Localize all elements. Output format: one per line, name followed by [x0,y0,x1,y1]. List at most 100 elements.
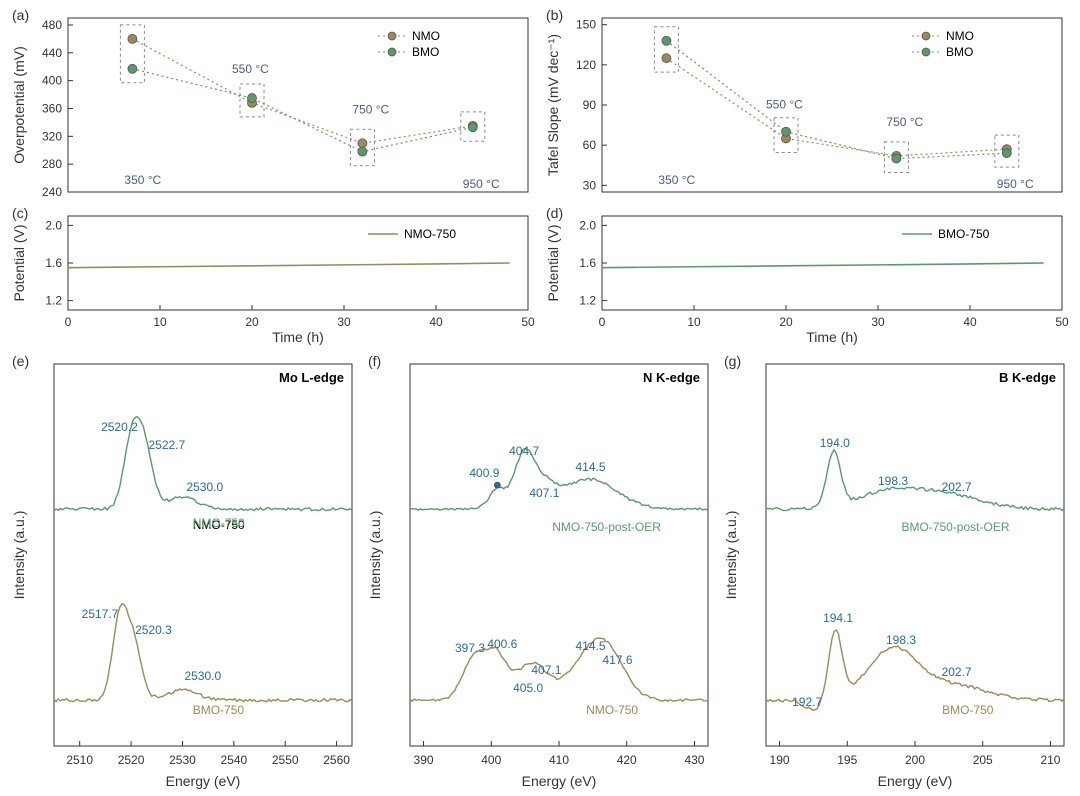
svg-text:1.2: 1.2 [45,294,62,308]
svg-text:400: 400 [42,74,62,88]
svg-text:Potential (V): Potential (V) [11,224,27,301]
svg-text:BMO-750: BMO-750 [942,703,994,717]
svg-text:350 °C: 350 °C [658,173,695,187]
svg-text:30: 30 [583,178,597,192]
svg-text:480: 480 [42,18,62,32]
svg-text:210: 210 [1040,753,1060,767]
svg-text:950 °C: 950 °C [997,177,1034,191]
svg-text:404.7: 404.7 [509,444,539,458]
svg-text:0: 0 [599,315,606,329]
svg-text:2530: 2530 [169,753,196,767]
svg-text:120: 120 [576,58,596,72]
svg-text:2520.3: 2520.3 [135,623,172,637]
bottom-grid: 2510 2520 2530 2540 2550 2560 Intensity (a.u.)… [0,352,1080,792]
svg-text:NMO-750: NMO-750 [404,227,456,241]
svg-text:(a): (a) [12,7,29,23]
svg-text:2.0: 2.0 [45,218,62,232]
svg-text:Intensity (a.u.): Intensity (a.u.) [367,511,383,600]
svg-text:2560: 2560 [323,753,350,767]
svg-text:194.0: 194.0 [820,436,850,450]
svg-text:10: 10 [153,315,167,329]
svg-text:550 °C: 550 °C [766,97,803,111]
panel-g: 190195200205210Intensity (a.u.)Energy (e… [718,352,1074,792]
svg-text:NMO: NMO [946,29,974,43]
svg-text:NMO-750: NMO-750 [586,703,638,717]
svg-text:407.1: 407.1 [531,663,561,677]
svg-text:2.0: 2.0 [579,218,596,232]
svg-text:Potential (V): Potential (V) [545,224,561,301]
svg-text:BMO-750: BMO-750 [193,703,245,717]
svg-text:400.9: 400.9 [469,466,499,480]
svg-text:30: 30 [337,315,351,329]
svg-text:BMO: BMO [946,45,973,59]
svg-text:360: 360 [42,101,62,115]
svg-text:20: 20 [245,315,259,329]
panel-a: 240280320360400440480350 °C550 °C750 °C9… [6,6,540,206]
svg-text:Energy (eV): Energy (eV) [166,773,241,789]
svg-text:2520.2: 2520.2 [101,420,138,434]
svg-text:195: 195 [837,753,857,767]
panel-d: 1.21.62.001020304050BMO-750Potential (V)… [540,206,1074,346]
svg-text:50: 50 [521,315,535,329]
svg-text:410: 410 [549,753,569,767]
svg-text:397.3: 397.3 [455,641,485,655]
svg-text:1.6: 1.6 [579,256,596,270]
panel-e: 2510 2520 2530 2540 2550 2560 Intensity (a.u.)… [6,352,362,792]
svg-text:Time (h): Time (h) [272,329,324,345]
svg-text:2510: 2510 [66,753,93,767]
svg-text:2540: 2540 [220,753,247,767]
svg-text:440: 440 [42,46,62,60]
svg-text:30: 30 [871,315,885,329]
svg-text:NMO-750-post-OER: NMO-750-post-OER [552,520,661,534]
svg-text:2550: 2550 [272,753,299,767]
svg-text:1.6: 1.6 [45,256,62,270]
svg-text:Mo L-edge: Mo L-edge [279,370,344,385]
svg-text:BMO: BMO [412,45,439,59]
svg-text:BMO-750-post-OER: BMO-750-post-OER [901,520,1009,534]
svg-text:414.5: 414.5 [575,639,605,653]
svg-text:240: 240 [42,185,62,199]
svg-text:192.7: 192.7 [792,695,822,709]
svg-text:(b): (b) [546,7,563,23]
svg-text:750 °C: 750 °C [886,115,923,129]
svg-text:400.6: 400.6 [487,637,517,651]
panel-c: 1.21.62.001020304050NMO-750Potential (V)… [6,206,540,346]
svg-text:150: 150 [576,18,596,32]
svg-text:202.7: 202.7 [942,480,972,494]
svg-text:BMO-750: BMO-750 [938,227,990,241]
svg-text:NMO: NMO [412,29,440,43]
svg-text:202.7: 202.7 [942,665,972,679]
svg-text:420: 420 [617,753,637,767]
svg-text:750 °C: 750 °C [352,102,389,116]
svg-text:Intensity (a.u.): Intensity (a.u.) [11,511,27,600]
panel-f: 390 400 410 420 430 Intensity (a.u.) Energy (e… [362,352,718,792]
svg-text:405.0: 405.0 [513,681,543,695]
svg-text:Overpotential (mV): Overpotential (mV) [11,46,27,163]
svg-text:Energy (eV): Energy (eV) [522,773,597,789]
svg-text:40: 40 [429,315,443,329]
svg-text:280: 280 [42,157,62,171]
svg-text:400: 400 [481,753,501,767]
svg-text:(e): (e) [12,353,29,369]
svg-text:(c): (c) [12,206,28,221]
top-grid: 240280320360400440480350 °C550 °C750 °C9… [0,0,1080,352]
svg-text:350 °C: 350 °C [124,173,161,187]
svg-text:2530.0: 2530.0 [184,669,221,683]
svg-text:390: 390 [414,753,434,767]
svg-text:2522.7: 2522.7 [148,438,185,452]
svg-text:414.5: 414.5 [575,460,605,474]
svg-text:320: 320 [42,129,62,143]
svg-text:550 °C: 550 °C [232,62,269,76]
svg-text:Intensity (a.u.): Intensity (a.u.) [723,511,739,600]
svg-text:430: 430 [684,753,704,767]
svg-text:2530.0: 2530.0 [186,480,223,494]
svg-text:20: 20 [779,315,793,329]
svg-text:Tafel Slope (mV dec⁻¹): Tafel Slope (mV dec⁻¹) [545,34,561,176]
svg-text:NMO-750: NMO-750 [193,516,245,530]
svg-text:194.1: 194.1 [823,611,853,625]
svg-text:B K-edge: B K-edge [999,370,1056,385]
svg-text:417.6: 417.6 [602,653,632,667]
svg-text:Time (h): Time (h) [806,329,858,345]
svg-text:2520: 2520 [118,753,145,767]
svg-text:Energy (eV): Energy (eV) [878,773,953,789]
